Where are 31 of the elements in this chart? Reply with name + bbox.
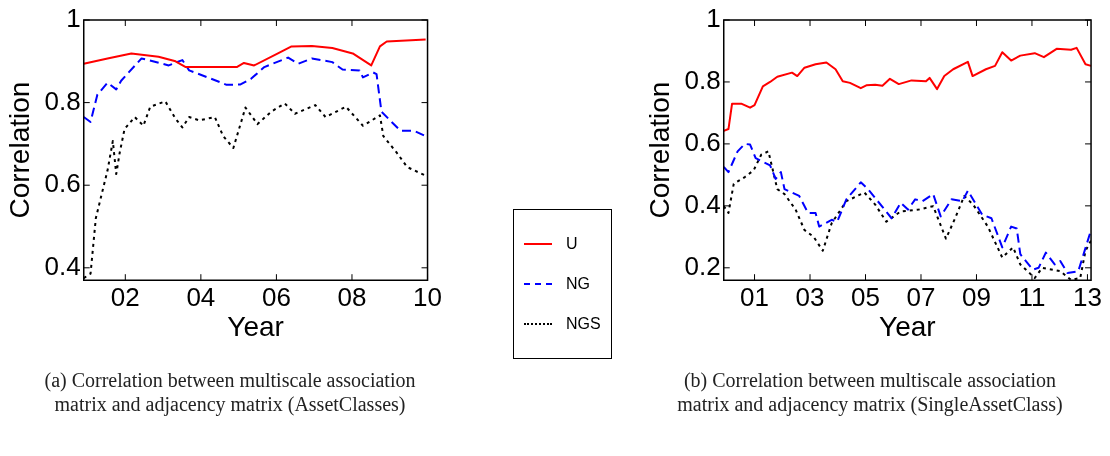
y-tick-label: 0.8: [44, 85, 81, 116]
legend-label: NGS: [566, 315, 601, 333]
y-axis-title: Correlation: [643, 81, 675, 219]
x-tick-label: 06: [261, 281, 291, 312]
text: (b) Correlation between multiscale association matrix and adjacency matrix (SingleAssetClass): [676, 368, 1064, 416]
y-tick-label: 0.6: [684, 127, 721, 158]
x-tick-label: 09: [962, 281, 991, 312]
y-axis-title: Correlation: [3, 81, 35, 219]
x-tick-label: 11: [1018, 281, 1046, 312]
x-tick-label: 10: [413, 281, 442, 312]
y-tick-label: 0.8: [684, 65, 721, 96]
x-tick-label: 03: [795, 281, 825, 312]
x-tick-label: 08: [337, 281, 367, 312]
y-tick-label: 0.2: [684, 250, 721, 281]
x-tick-label: 04: [186, 281, 216, 312]
legend-label: NG: [566, 275, 590, 293]
x-tick-label: 13: [1072, 281, 1102, 312]
x-tick-label: 02: [110, 281, 140, 312]
y-tick-label: 0.6: [44, 168, 81, 199]
text: (a) Correlation between multiscale association matrix and adjacency matrix (AssetClasses): [43, 368, 417, 416]
y-tick-label: 0.4: [684, 189, 721, 220]
line-series: [83, 56, 427, 138]
x-tick-label: 07: [906, 281, 936, 312]
y-tick-label: 1: [66, 3, 81, 34]
x-tick-label: 01: [740, 281, 769, 312]
y-tick-label: 0.4: [44, 250, 81, 281]
legend-label: U: [566, 235, 578, 253]
x-axis-title: Year: [879, 310, 936, 342]
x-tick-label: 05: [851, 281, 880, 312]
y-tick-label: 1: [706, 3, 721, 34]
x-axis-title: Year: [227, 310, 284, 342]
